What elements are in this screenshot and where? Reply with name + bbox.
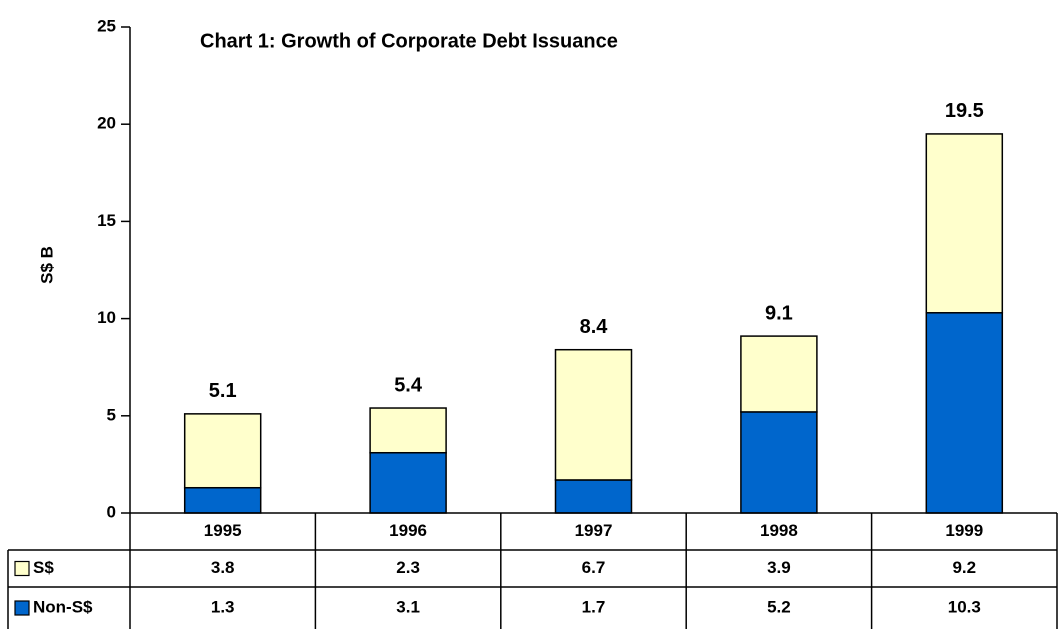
y-tick-label: 20 — [97, 114, 116, 133]
table-value: 3.9 — [767, 558, 791, 577]
x-tick-label: 1995 — [204, 521, 242, 540]
legend-swatch — [14, 560, 30, 577]
bar-segment — [925, 133, 1004, 314]
y-tick-label: 25 — [97, 16, 116, 35]
bar-segment — [740, 411, 818, 514]
table-value: 6.7 — [582, 558, 606, 577]
y-tick-label: 15 — [97, 211, 116, 230]
legend-swatch — [14, 600, 30, 616]
table-value: 1.3 — [211, 597, 235, 616]
bar-segment — [183, 413, 262, 489]
y-tick-label: 0 — [107, 502, 116, 521]
x-tick-label: 1998 — [760, 521, 798, 540]
table-value: 1.7 — [582, 597, 606, 616]
y-tick-label: 5 — [107, 405, 116, 424]
bar-segment — [554, 348, 633, 481]
x-tick-label: 1999 — [945, 521, 983, 540]
total-label: 9.1 — [765, 302, 793, 324]
y-axis-label: S$ B — [37, 246, 56, 284]
legend-label: Non-S$ — [33, 597, 93, 616]
table-value: 9.2 — [952, 558, 976, 577]
legend-label: S$ — [33, 558, 54, 577]
table-value: 10.3 — [948, 597, 981, 616]
x-tick-label: 1997 — [575, 521, 613, 540]
x-tick-label: 1996 — [389, 521, 427, 540]
total-label: 5.4 — [394, 374, 423, 396]
bar-segment — [925, 312, 1004, 514]
chart-title: Chart 1: Growth of Corporate Debt Issuan… — [200, 30, 618, 52]
total-label: 8.4 — [580, 316, 609, 338]
bar-segment — [740, 335, 818, 413]
table-value: 2.3 — [396, 558, 420, 577]
total-label: 5.1 — [209, 380, 237, 402]
bar-segment — [369, 451, 447, 514]
table-value: 3.8 — [211, 558, 235, 577]
bar-segment — [183, 486, 262, 514]
bar-segment — [554, 479, 633, 514]
table-value: 5.2 — [767, 597, 791, 616]
bar-segment — [369, 407, 447, 454]
y-tick-label: 10 — [97, 308, 116, 327]
total-label: 19.5 — [945, 100, 984, 122]
table-value: 3.1 — [396, 597, 420, 616]
